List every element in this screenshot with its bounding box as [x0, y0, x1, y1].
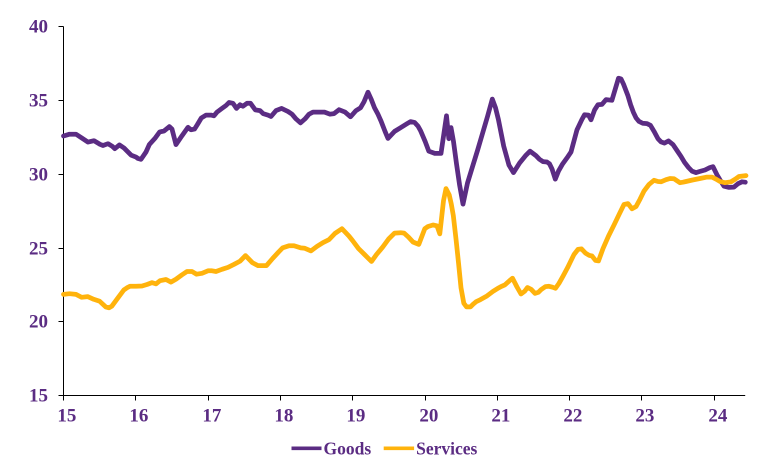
svg-text:23: 23	[635, 406, 654, 427]
svg-text:22: 22	[563, 406, 582, 427]
svg-text:17: 17	[202, 406, 222, 427]
svg-text:15: 15	[29, 386, 48, 407]
svg-text:20: 20	[419, 406, 438, 427]
svg-text:Goods: Goods	[324, 438, 372, 458]
svg-text:40: 40	[29, 17, 48, 38]
svg-text:24: 24	[708, 406, 728, 427]
svg-text:15: 15	[57, 406, 76, 427]
svg-text:25: 25	[29, 239, 48, 260]
svg-text:35: 35	[29, 91, 48, 112]
svg-text:16: 16	[129, 406, 148, 427]
svg-text:20: 20	[29, 312, 48, 333]
svg-text:30: 30	[29, 165, 48, 186]
svg-text:21: 21	[491, 406, 510, 427]
svg-text:19: 19	[346, 406, 365, 427]
svg-text:Services: Services	[416, 438, 477, 458]
svg-text:18: 18	[274, 406, 293, 427]
